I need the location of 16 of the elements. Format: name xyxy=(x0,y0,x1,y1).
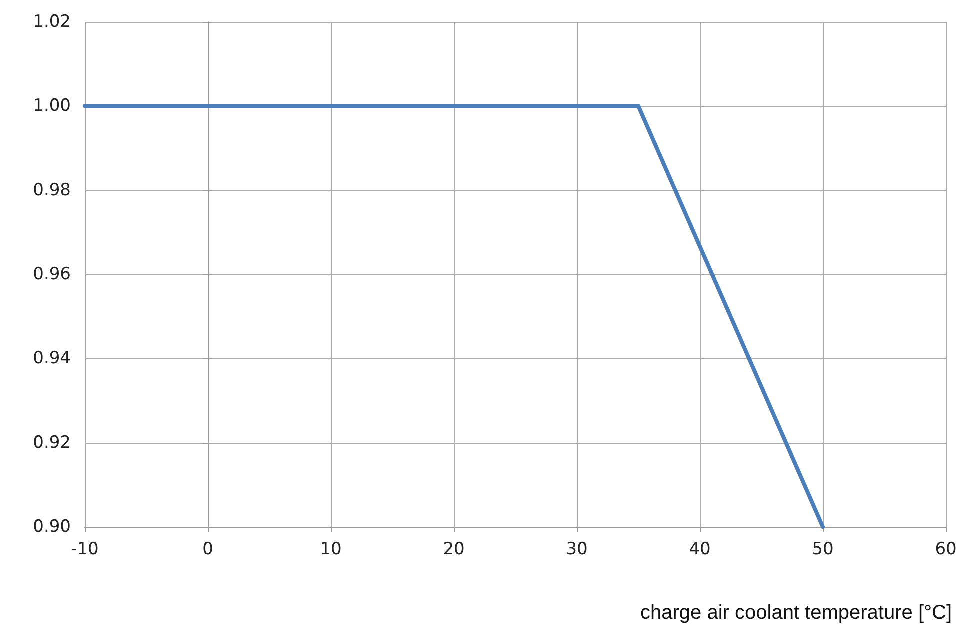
x-tick-label: 50 xyxy=(812,540,834,560)
x-tick-label: 0 xyxy=(202,540,214,560)
y-tick-label: 1.02 xyxy=(33,12,71,32)
x-tick-label: 40 xyxy=(689,540,711,560)
x-tick-label: -10 xyxy=(71,540,99,560)
y-tick-label: 0.90 xyxy=(33,517,71,537)
y-tick-label: 0.94 xyxy=(33,348,71,369)
x-tick-label: 10 xyxy=(320,540,342,560)
x-axis-title: charge air coolant temperature [°C] xyxy=(640,602,952,624)
y-tick-label: 0.98 xyxy=(33,180,71,200)
x-tick-label: 20 xyxy=(443,540,465,560)
y-tick-label: 0.92 xyxy=(33,432,71,453)
y-tick-label: 1.00 xyxy=(33,96,71,116)
x-tick-label: 60 xyxy=(935,540,957,560)
x-tick-label: 30 xyxy=(566,540,588,560)
y-tick-label: 0.96 xyxy=(33,264,71,284)
